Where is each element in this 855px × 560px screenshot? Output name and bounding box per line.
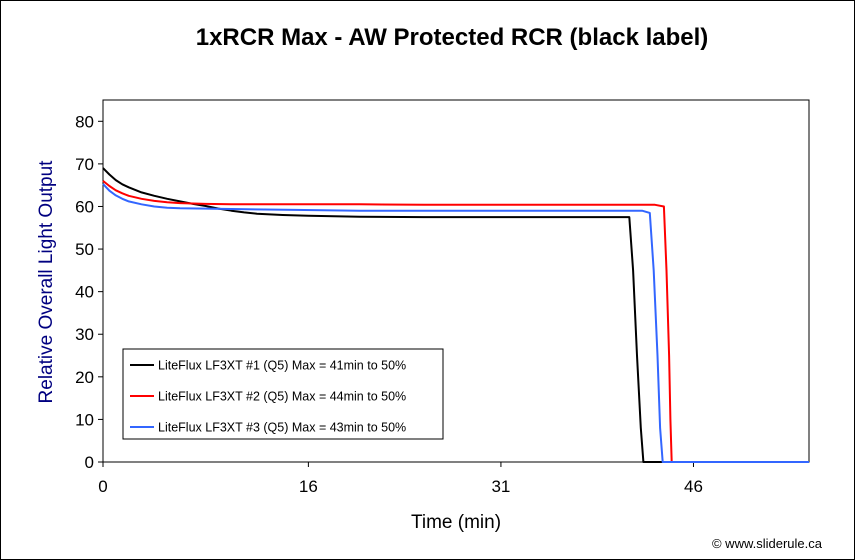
legend-label-3: LiteFlux LF3XT #3 (Q5) Max = 43min to 50… bbox=[158, 421, 406, 435]
series-line-2 bbox=[102, 180, 809, 463]
series-line-1 bbox=[102, 167, 809, 463]
y-tick-label: 10 bbox=[75, 410, 94, 429]
y-tick-label: 80 bbox=[75, 112, 94, 131]
y-tick-label: 40 bbox=[75, 283, 94, 302]
credit-text: © www.sliderule.ca bbox=[712, 536, 823, 551]
x-tick-label: 16 bbox=[299, 477, 318, 496]
y-tick-label: 20 bbox=[75, 368, 94, 387]
legend-box bbox=[122, 348, 444, 440]
y-axis: 0 10 20 30 40 50 60 70 80 bbox=[75, 112, 103, 472]
x-axis-title: Time (min) bbox=[411, 512, 501, 533]
series-line-3 bbox=[102, 183, 809, 463]
chart-title: 1xRCR Max - AW Protected RCR (black labe… bbox=[196, 24, 709, 51]
y-tick-label: 30 bbox=[75, 325, 94, 344]
x-axis: 0 16 31 46 bbox=[98, 462, 703, 496]
legend-label-1: LiteFlux LF3XT #1 (Q5) Max = 41min to 50… bbox=[158, 359, 406, 373]
series-layer bbox=[102, 167, 809, 463]
legend-label-2: LiteFlux LF3XT #2 (Q5) Max = 44min to 50… bbox=[158, 390, 406, 404]
y-axis-title: Relative Overall Light Output bbox=[36, 160, 57, 404]
y-tick-label: 60 bbox=[75, 197, 94, 216]
y-tick-label: 50 bbox=[75, 240, 94, 259]
legend: LiteFlux LF3XT #1 (Q5) Max = 41min to 50… bbox=[122, 348, 444, 440]
x-tick-label: 0 bbox=[98, 477, 107, 496]
x-tick-label: 31 bbox=[491, 477, 510, 496]
x-tick-label: 46 bbox=[684, 477, 703, 496]
y-tick-label: 0 bbox=[85, 453, 94, 472]
y-tick-label: 70 bbox=[75, 155, 94, 174]
